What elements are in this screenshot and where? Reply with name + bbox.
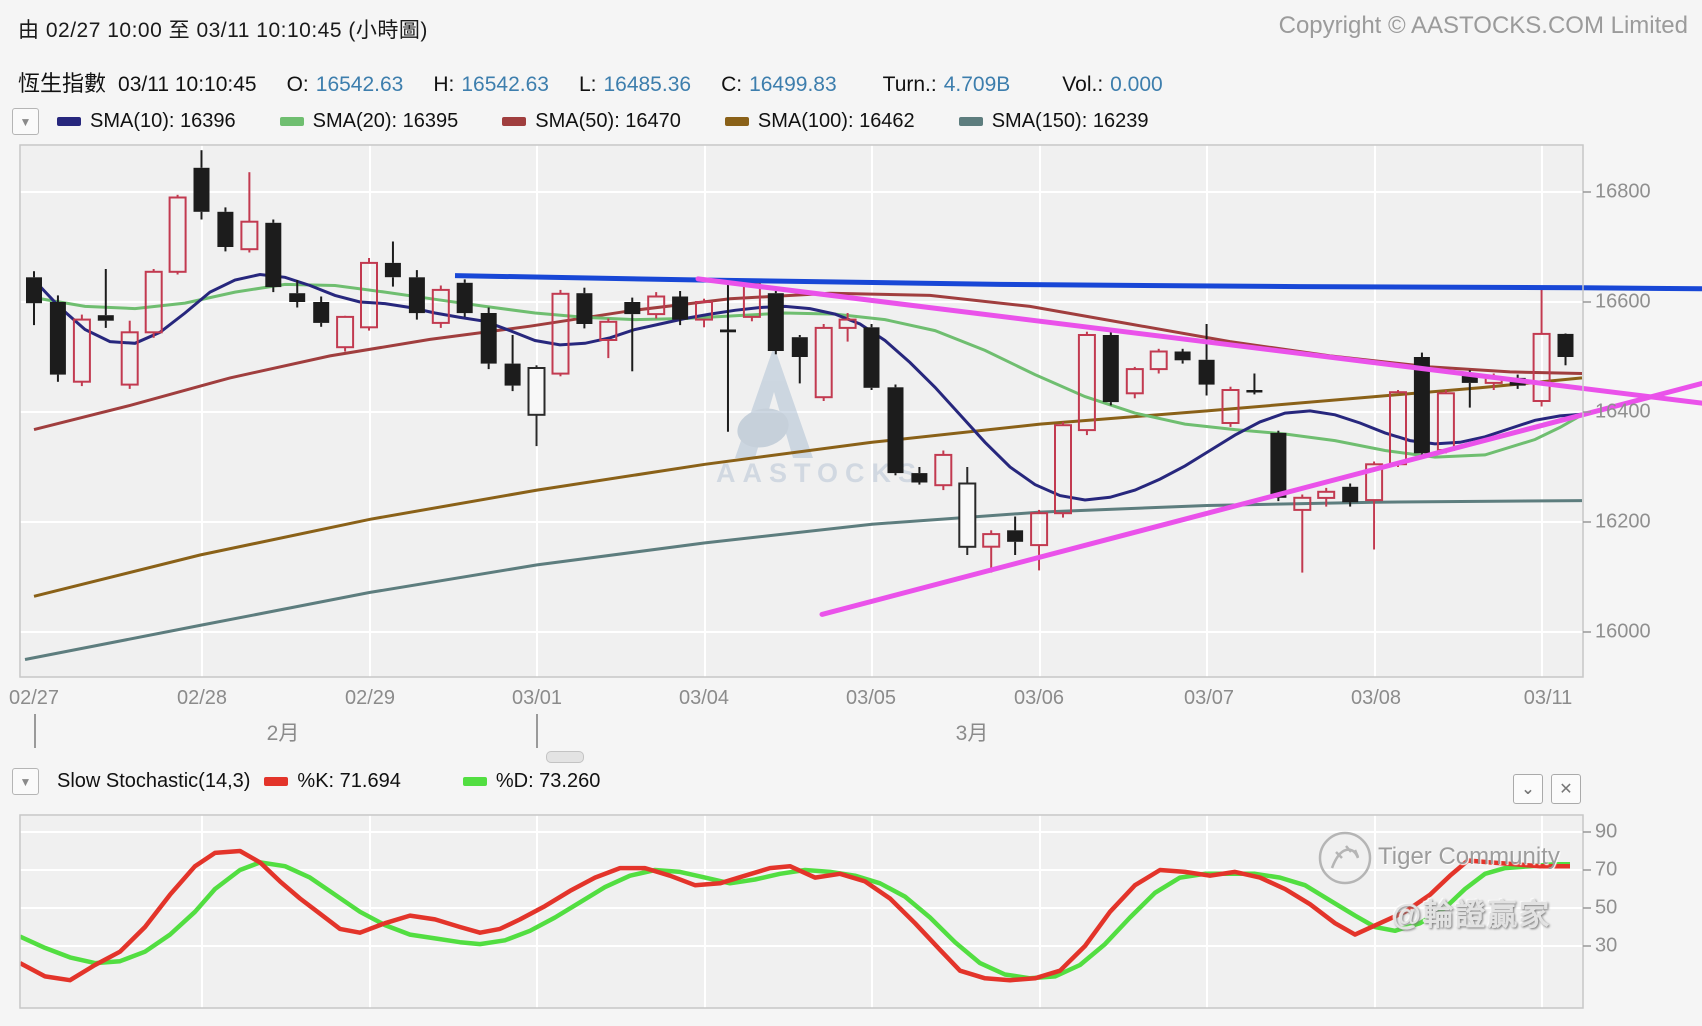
sma150-legend: SMA(150): 16239 (958, 110, 1149, 133)
chevron-down-icon: ▼ (19, 114, 32, 129)
main-plot-border (19, 144, 1584, 678)
tiger-logo-icon (1318, 831, 1372, 885)
x-axis-day-label: 03/04 (679, 687, 729, 709)
sma10-line (32, 272, 1583, 502)
sma10-legend: SMA(10): 16396 (57, 110, 236, 133)
high-value: 16542.63 (461, 73, 549, 96)
aastocks-watermark: AASTOCKS (716, 346, 923, 488)
stoch-y-tick-label: 90 (1595, 820, 1617, 842)
sma150-label: SMA(150): 16239 (991, 110, 1149, 132)
open-value: 16542.63 (315, 73, 404, 96)
percent-k-swatch-icon (264, 777, 289, 786)
stoch-plot-border (19, 814, 1584, 1009)
tiger-handle-watermark: @輪證贏家 (1392, 899, 1552, 932)
volume-value: 0.000 (1110, 73, 1163, 96)
sma20-swatch-icon (279, 117, 304, 126)
x-axis-day-label: 02/29 (345, 687, 395, 709)
main-y-tick-label: 16400 (1595, 400, 1651, 422)
svg-text:AASTOCKS: AASTOCKS (716, 458, 923, 488)
quote-datetime: 03/11 10:10:45 (118, 73, 257, 96)
sma50-legend: SMA(50): 16470 (502, 110, 681, 133)
quote-row: 恆生指數 03/11 10:10:45 O: 16542.63 H: 16542… (18, 66, 1163, 98)
percent-d-swatch-icon (462, 777, 487, 786)
close-panel-button[interactable]: ✕ (1551, 774, 1581, 804)
stoch-y-tick-label: 50 (1595, 896, 1617, 918)
percent-k-value: %K: 71.694 (297, 770, 401, 792)
high-label: H: (433, 73, 455, 96)
resistance-line (454, 273, 1702, 292)
main-gridlines (20, 145, 1583, 677)
ascending-trendline (819, 380, 1702, 617)
x-axis-day-label: 02/28 (177, 687, 227, 709)
sma-legend-row: ▼ SMA(10): 16396 SMA(20): 16395 SMA(50):… (12, 108, 1192, 135)
descending-trendline (695, 276, 1702, 406)
mini-scrollbar[interactable] (546, 751, 584, 763)
date-range-text: 由 02/27 10:00 至 03/11 10:10:45 (小時圖) (18, 19, 428, 42)
percent-k-line (20, 848, 1570, 983)
sma100-swatch-icon (724, 117, 749, 126)
stoch-y-tick-label: 70 (1595, 858, 1617, 880)
stochastic-dropdown-button[interactable]: ▼ (12, 768, 39, 795)
sma50-label: SMA(50): 16470 (535, 110, 681, 132)
x-axis-day-label: 03/06 (1014, 687, 1064, 709)
sma50-swatch-icon (502, 117, 527, 126)
sma150-line (24, 499, 1583, 661)
percent-d-value: %D: 73.260 (495, 770, 601, 792)
candlesticks (26, 150, 1574, 573)
x-axis-month-label: 2月 (267, 722, 300, 745)
low-value: 16485.36 (603, 73, 692, 96)
main-y-tick-label: 16600 (1595, 290, 1651, 312)
sma10-label: SMA(10): 16396 (90, 110, 236, 132)
sma100-line (33, 376, 1583, 598)
percent-d-line (20, 860, 1570, 981)
chevron-down-icon: ⌄ (1521, 781, 1535, 798)
turnover-label: Turn.: (882, 73, 937, 96)
collapse-panel-button[interactable]: ⌄ (1513, 774, 1543, 804)
close-icon: ✕ (1559, 781, 1573, 798)
stochastic-title: Slow Stochastic(14,3) (57, 770, 251, 792)
main-y-tick-label: 16200 (1595, 510, 1651, 532)
x-axis-day-label: 03/05 (846, 687, 896, 709)
x-axis-day-label: 03/11 (1524, 687, 1573, 709)
tiger-community-watermark: Tiger Community (1378, 843, 1560, 870)
index-name: 恆生指數 (18, 71, 107, 96)
sma150-swatch-icon (958, 117, 983, 126)
sma100-legend: SMA(100): 16462 (724, 110, 915, 133)
stoch-y-tick-label: 30 (1595, 934, 1617, 956)
volume-label: Vol.: (1062, 73, 1104, 96)
close-value: 16499.83 (749, 73, 837, 96)
turnover-value: 4.709B (943, 73, 1011, 96)
sma10-swatch-icon (57, 117, 81, 126)
chevron-down-icon: ▼ (19, 774, 32, 789)
indicator-dropdown-button[interactable]: ▼ (12, 108, 39, 135)
sma20-label: SMA(20): 16395 (312, 110, 459, 132)
x-axis-day-label: 03/07 (1184, 687, 1234, 709)
x-axis-day-label: 03/08 (1351, 687, 1401, 709)
low-label: L: (578, 73, 597, 96)
close-label: C: (721, 73, 743, 96)
x-axis-day-label: 03/01 (512, 687, 562, 709)
main-y-tick-label: 16800 (1595, 180, 1651, 202)
x-axis-month-label: 3月 (956, 722, 989, 745)
open-label: O: (286, 73, 309, 96)
stochastic-legend-row: ▼ Slow Stochastic(14,3) %K: 71.694 %D: 7… (12, 768, 600, 795)
sma100-label: SMA(100): 16462 (757, 110, 915, 132)
sma20-legend: SMA(20): 16395 (279, 110, 459, 133)
x-axis-day-label: 02/27 (9, 687, 59, 709)
copyright-text: Copyright © AASTOCKS.COM Limited (1278, 12, 1688, 39)
main-y-tick-label: 16000 (1595, 620, 1651, 642)
